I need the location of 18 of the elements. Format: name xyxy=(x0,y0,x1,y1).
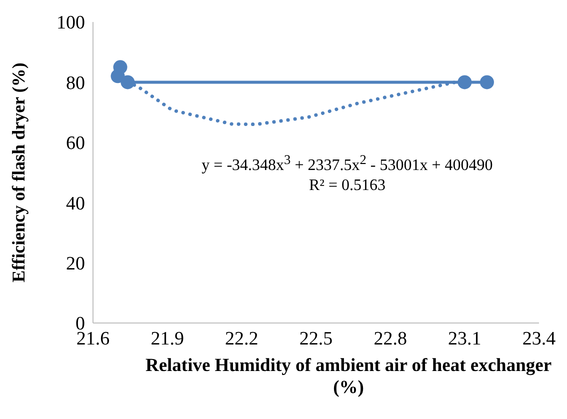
point xyxy=(458,75,472,90)
point xyxy=(110,69,125,84)
point xyxy=(120,75,135,90)
x-tick-label: 23.1 xyxy=(448,328,482,350)
y-tick-label: 80 xyxy=(66,72,85,94)
x-tick-label: 22.2 xyxy=(225,328,258,350)
y-tick-label: 60 xyxy=(66,133,85,154)
annotation: y = -34.348x$^{3}$ + 2337.5x$^{2}$ - 53001x + 400490 R² = 0.5163 xyxy=(202,150,493,196)
y-tick-label: 40 xyxy=(66,193,85,214)
x-tick-label: 22.8 xyxy=(374,328,407,350)
x-axis-title: Relative Humidity of ambient air of heat exchanger (%) xyxy=(144,355,553,399)
point xyxy=(480,75,494,90)
x-tick-label: 23.4 xyxy=(522,328,556,350)
y-tick-label: 100 xyxy=(56,12,85,34)
x-tick-label: 22.5 xyxy=(299,328,333,350)
y-tick-label: 20 xyxy=(66,254,85,275)
y-axis-title: Efficiency of flash dryer (%) xyxy=(8,62,28,282)
x-tick-label: 21.9 xyxy=(150,328,184,350)
